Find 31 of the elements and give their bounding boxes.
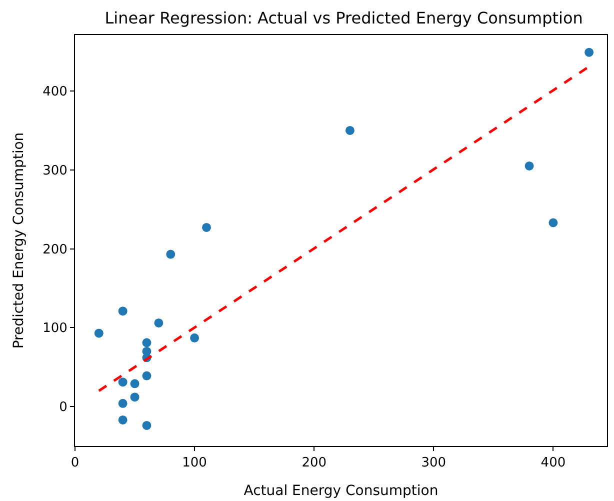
point (142, 338, 152, 348)
point (548, 218, 558, 228)
point (118, 306, 128, 316)
point (154, 318, 164, 328)
point (130, 392, 140, 402)
point (118, 398, 128, 408)
point (118, 378, 128, 387)
x-tick-label: 300 (421, 456, 446, 471)
point (166, 250, 176, 259)
point (524, 161, 534, 170)
chart-title: Linear Regression: Actual vs Predicted Energy Consumption (104, 8, 583, 28)
x-tick-label: 0 (70, 456, 80, 471)
y-axis-title: Predicted Energy Consumption (11, 132, 28, 349)
point (345, 126, 354, 135)
y-tick-label: 0 (59, 400, 68, 416)
point (142, 420, 152, 430)
x-tick-label: 400 (540, 456, 566, 471)
point (190, 333, 200, 342)
x-tick-label: 100 (182, 456, 207, 471)
point (130, 379, 140, 388)
x-tick-label: 200 (302, 456, 327, 471)
point (584, 48, 594, 57)
x-axis-title: Actual Energy Consumption (244, 482, 438, 499)
point (202, 222, 212, 232)
y-tick-label: 200 (42, 242, 68, 258)
y-tick-label: 300 (42, 163, 68, 178)
y-tick-label: 100 (42, 321, 68, 336)
point (142, 371, 152, 380)
y-tick-label: 400 (42, 84, 68, 100)
point (118, 415, 128, 424)
point (94, 328, 104, 338)
